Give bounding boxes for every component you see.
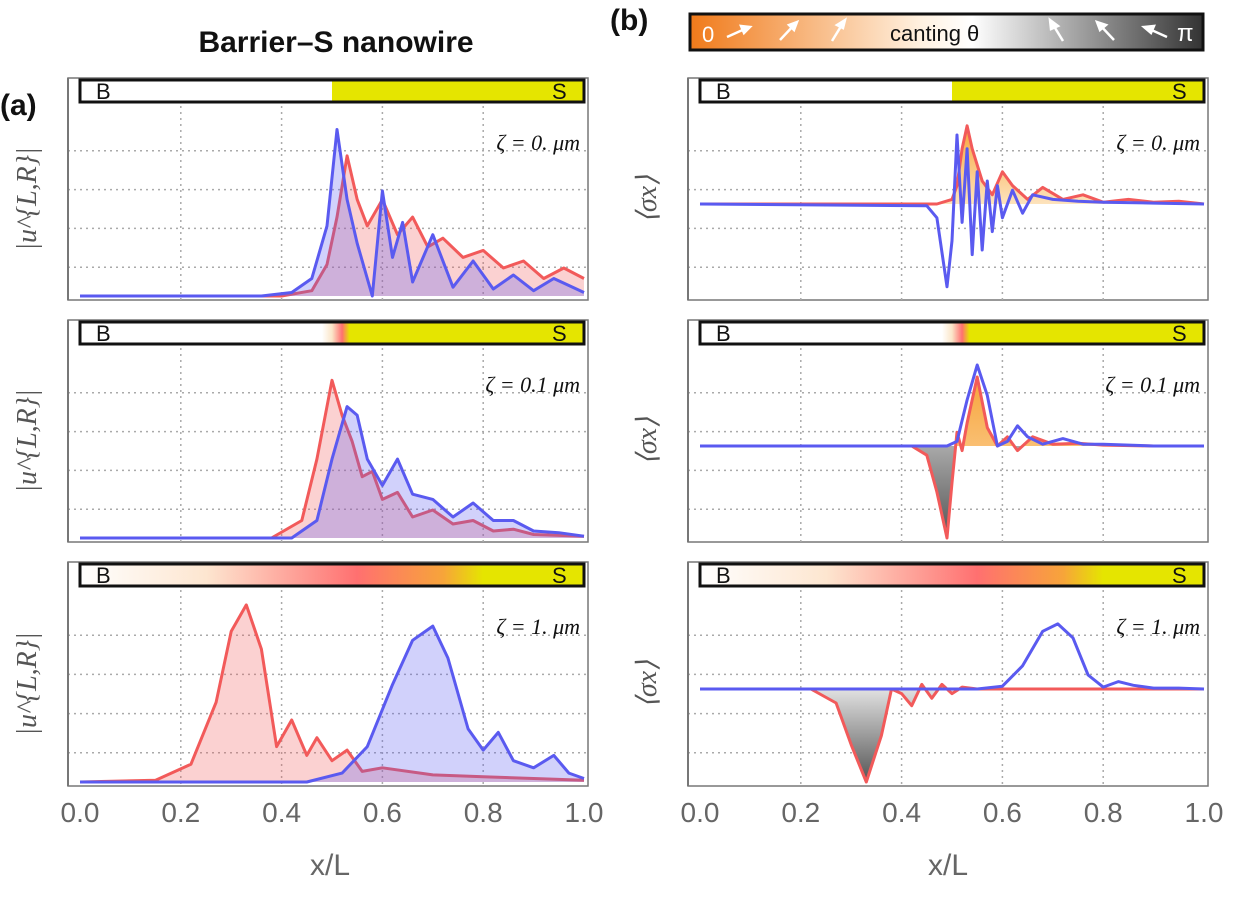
x-tick-label: 0.8 xyxy=(1084,797,1123,828)
region-bar-border xyxy=(698,78,1206,104)
x-tick-label: 0.8 xyxy=(464,797,503,828)
x-tick-label: 0.2 xyxy=(781,797,820,828)
series-line-R xyxy=(80,624,585,784)
barrier-region xyxy=(80,80,332,102)
region-gradient xyxy=(700,564,1204,586)
x-tick-label: 0.4 xyxy=(882,797,921,828)
region-bar-border xyxy=(698,562,1206,588)
barrier-label: B xyxy=(96,79,111,104)
superconductor-label: S xyxy=(1172,321,1187,346)
series-line-R xyxy=(700,363,1204,448)
panel-a-label: (a) xyxy=(0,89,37,122)
zeta-label: ζ = 1. μm xyxy=(496,614,580,639)
series-line-L xyxy=(700,124,1205,206)
zeta-label: ζ = 0. μm xyxy=(1116,130,1200,155)
chart-b-2: B Sζ = 1. μm ⟨σx⟩ xyxy=(632,561,1209,787)
zeta-label: ζ = 0.1 μm xyxy=(485,372,580,397)
series-line-R xyxy=(80,128,585,298)
series-line-R xyxy=(700,622,1205,691)
barrier-label: B xyxy=(96,321,111,346)
superconductor-label: S xyxy=(1172,79,1187,104)
zeta-label: ζ = 0.1 μm xyxy=(1105,372,1200,397)
superconductor-label: S xyxy=(1172,563,1187,588)
chart-b-0: B Sζ = 0. μm ⟨σx⟩ xyxy=(632,77,1209,301)
y-axis-label: |u^{L,R}| xyxy=(12,147,43,250)
xlabel-b: x/L xyxy=(928,849,968,882)
region-gradient xyxy=(80,322,584,344)
region-gradient xyxy=(80,564,584,586)
series-fill-L xyxy=(80,155,584,296)
series-fill-R xyxy=(80,626,584,782)
series-line-L xyxy=(80,378,585,540)
x-tick-label: 1.0 xyxy=(565,797,604,828)
sigma-negative-fill xyxy=(700,446,1204,538)
panel-b-label: (b) xyxy=(610,4,648,37)
x-tick-label: 1.0 xyxy=(1185,797,1224,828)
region-bar-border xyxy=(698,320,1206,346)
series-line-L xyxy=(80,154,585,298)
series-line-L xyxy=(700,682,1204,784)
y-axis-label: ⟨σx⟩ xyxy=(632,175,663,223)
barrier-label: B xyxy=(716,563,731,588)
x-tick-label: 0.6 xyxy=(983,797,1022,828)
superconductor-region xyxy=(332,80,584,102)
series-line-R xyxy=(80,405,585,540)
canting-arrows-icon xyxy=(726,17,1168,42)
superconductor-region xyxy=(952,80,1204,102)
region-gradient xyxy=(700,322,1204,344)
y-axis-label: |u^{L,R}| xyxy=(12,632,43,735)
x-tick-label: 0.6 xyxy=(363,797,402,828)
xlabel-a: x/L xyxy=(310,849,350,882)
barrier-region xyxy=(700,80,952,102)
zeta-label: ζ = 0. μm xyxy=(496,130,580,155)
chart-a-2: B Sζ = 1. μm |u^{L,R}| xyxy=(12,561,589,787)
y-axis-label: |u^{L,R}| xyxy=(12,389,43,492)
series-line-L xyxy=(79,603,585,784)
chart-a-1: B Sζ = 0.1 μm |u^{L,R}| xyxy=(12,319,589,543)
canting-colorbar: 0 canting θ π xyxy=(688,12,1205,52)
series-fill-L xyxy=(80,604,584,782)
canting-start-label: 0 xyxy=(702,22,714,47)
series-fill-R xyxy=(80,406,584,538)
superconductor-label: S xyxy=(552,79,567,104)
zeta-label: ζ = 1. μm xyxy=(1116,614,1200,639)
region-bar-border xyxy=(78,562,586,588)
x-tick-label: 0.2 xyxy=(161,797,200,828)
region-bar-border xyxy=(78,320,586,346)
chart-b-1: B Sζ = 0.1 μm ⟨σx⟩ xyxy=(632,319,1209,543)
region-bar-border xyxy=(78,78,586,104)
superconductor-label: S xyxy=(552,563,567,588)
barrier-label: B xyxy=(716,321,731,346)
y-axis-label: ⟨σx⟩ xyxy=(632,660,663,708)
chart-a-0: B Sζ = 0. μm |u^{L,R}| xyxy=(12,77,589,301)
barrier-label: B xyxy=(96,563,111,588)
superconductor-label: S xyxy=(552,321,567,346)
series-line-L xyxy=(700,375,1204,540)
y-axis-label: ⟨σx⟩ xyxy=(632,417,663,465)
canting-end-label: π xyxy=(1177,20,1194,47)
barrier-label: B xyxy=(716,79,731,104)
x-tick-label: 0.0 xyxy=(61,797,100,828)
series-fill-R xyxy=(80,129,584,296)
series-line-R xyxy=(699,133,1205,289)
x-tick-label: 0.0 xyxy=(681,797,720,828)
x-tick-label: 0.4 xyxy=(262,797,301,828)
canting-label: canting θ xyxy=(890,21,979,46)
figure-title: Barrier–S nanowire xyxy=(198,26,473,59)
